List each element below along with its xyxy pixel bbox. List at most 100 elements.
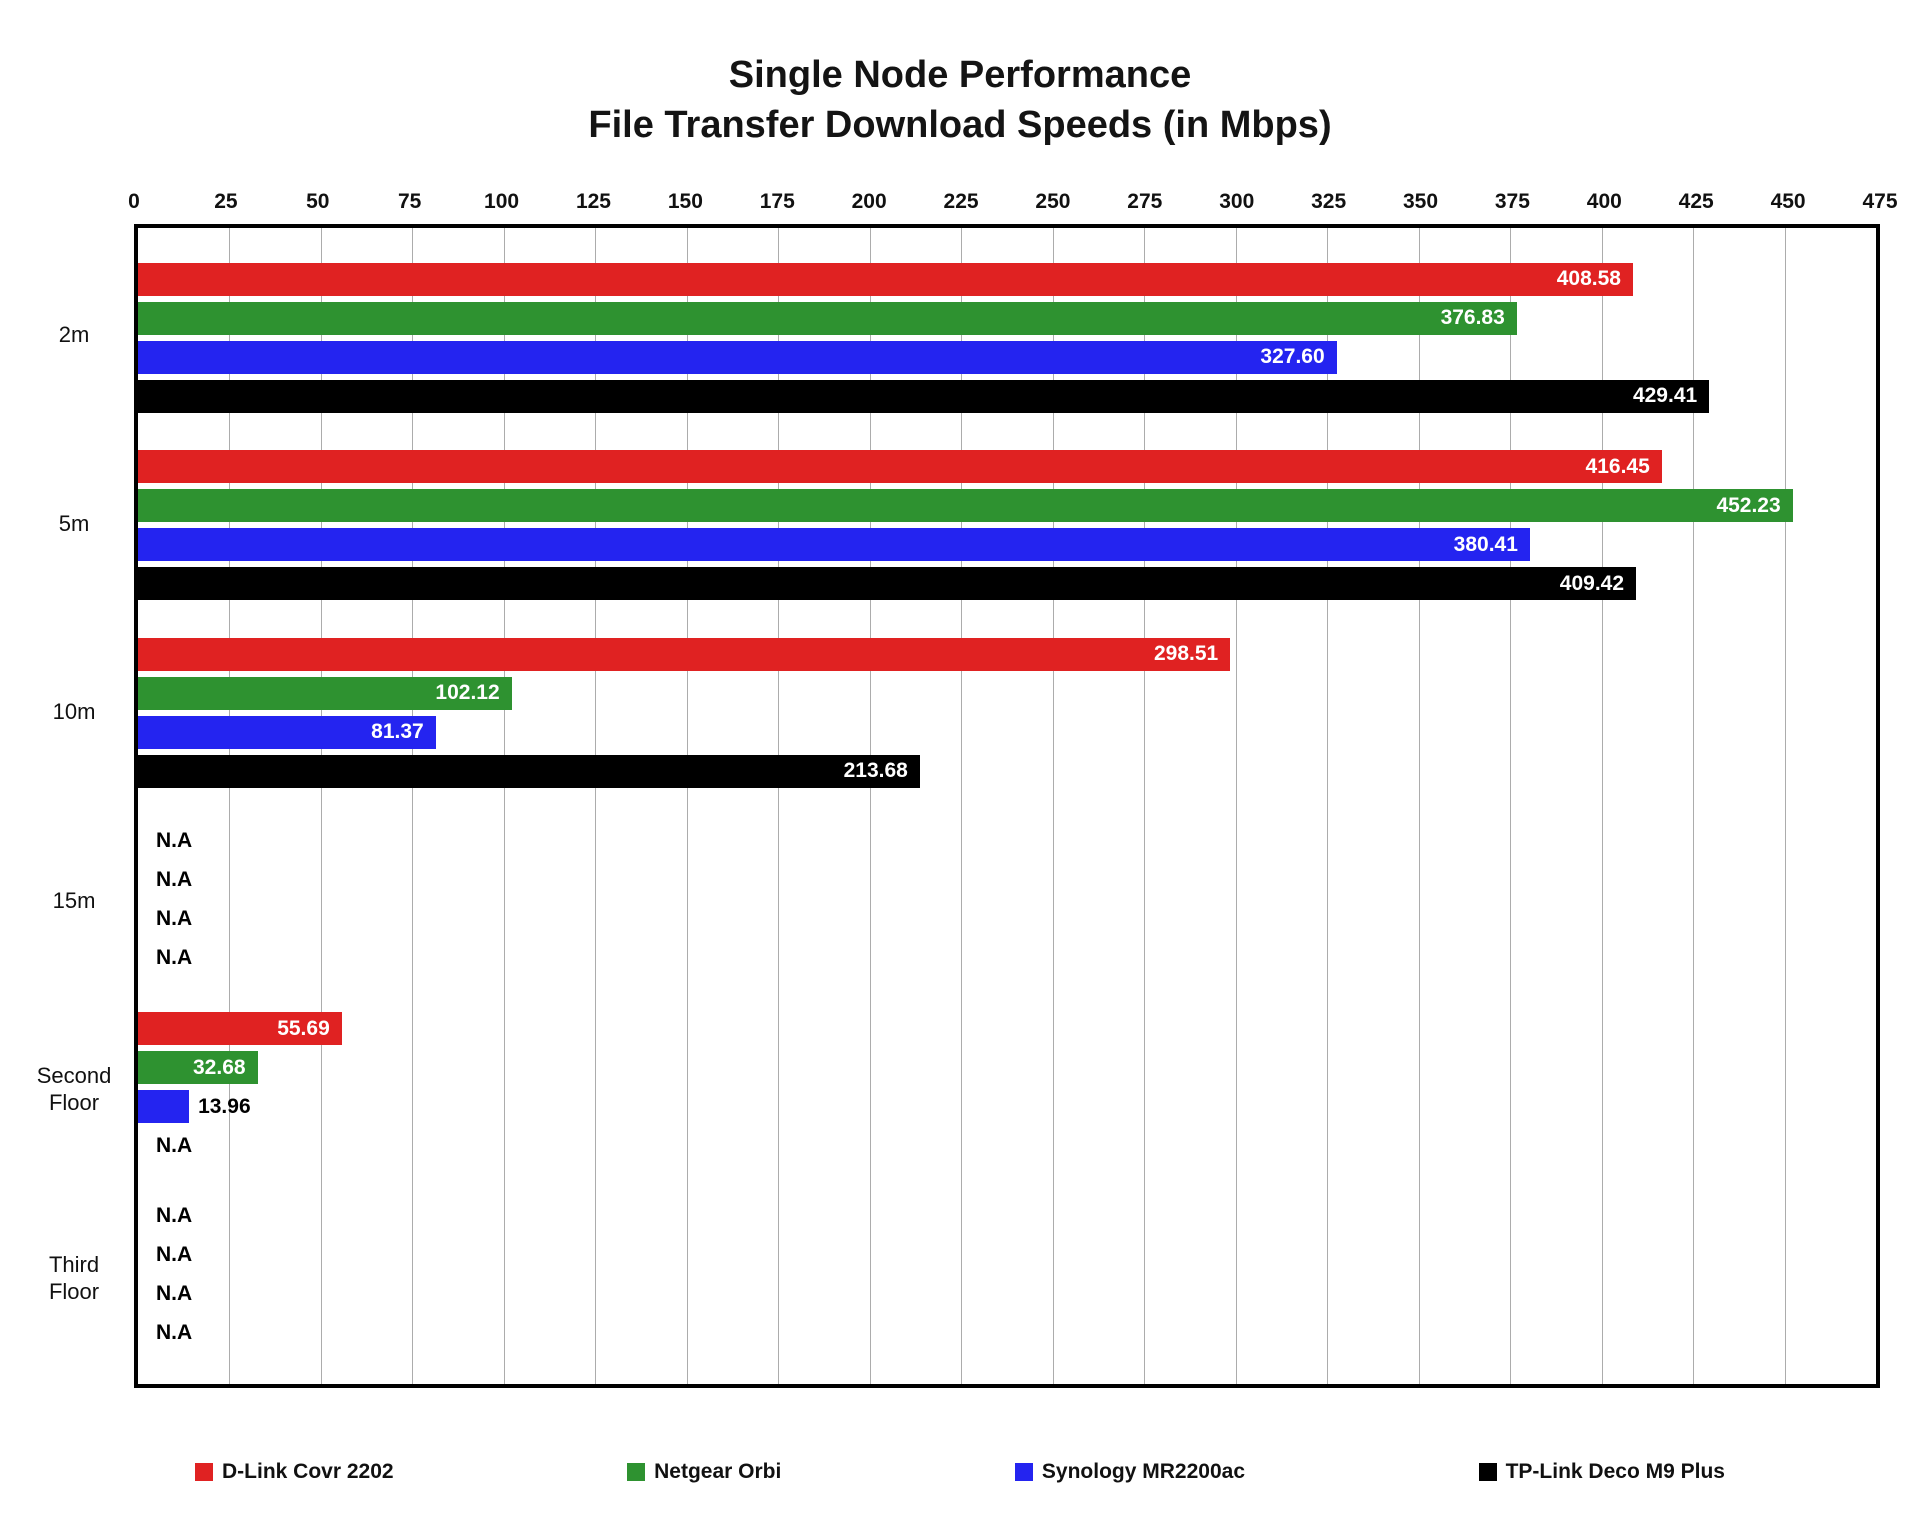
- bar-synology-mr2200ac: 81.37: [138, 715, 436, 749]
- bar-value-label: 81.37: [371, 720, 424, 744]
- category-label-10m: 10m: [14, 618, 134, 807]
- x-tick-label-175: 175: [759, 190, 795, 214]
- legend-label: Synology MR2200ac: [1041, 1460, 1246, 1484]
- x-tick-label-150: 150: [667, 190, 703, 214]
- legend: D-Link Covr 2202 Netgear Orbi Synology MR2…: [0, 1460, 1920, 1484]
- x-tick-label-75: 75: [397, 190, 422, 214]
- x-tick-label-400: 400: [1586, 190, 1622, 214]
- bar-row-5m-netgear-orbi: 452.23: [138, 489, 1876, 523]
- chart-title-block: Single Node Performance File Transfer Do…: [0, 50, 1920, 150]
- bar-tp-link-deco-m9-plus: 213.68: [138, 754, 920, 788]
- bar-row-second-floor-d-link-covr-2202: 55.69: [138, 1012, 1876, 1046]
- x-tick-label-50: 50: [306, 190, 330, 214]
- gridline-200: [869, 228, 871, 1385]
- bar-row-third-floor-tp-link-deco-m9-plus: N.A: [138, 1317, 1876, 1350]
- x-tick-label-125: 125: [575, 190, 611, 214]
- bar-row-10m-synology-mr2200ac: 81.37: [138, 715, 1876, 749]
- legend-label: Netgear Orbi: [654, 1460, 782, 1484]
- bar-group-third-floor: N.A N.A N.A N.A: [138, 1181, 1876, 1368]
- legend-swatch-icon: [1478, 1463, 1497, 1482]
- gridline-100: [503, 228, 505, 1385]
- bar-netgear-orbi: 102.12: [138, 676, 512, 710]
- category-axis: 2m 5m 10m 15m Second Floor Third Floor: [14, 224, 134, 1388]
- gridline-150: [686, 228, 688, 1385]
- x-axis: 0 25 50 75 100 125 150 175 200 225 250 275 300 325 350…: [128, 166, 1897, 224]
- x-tick-label-375: 375: [1494, 190, 1530, 214]
- bar-d-link-covr-2202: 55.69: [138, 1012, 342, 1046]
- gridline-225: [961, 228, 963, 1385]
- bar-value-label: 298.51: [1153, 642, 1219, 666]
- chart-title: Single Node Performance: [728, 54, 1192, 96]
- category-label-text: 5m: [58, 510, 90, 536]
- legend-swatch-icon: [195, 1463, 213, 1482]
- bar-group-15m: N.A N.A N.A N.A: [138, 806, 1876, 993]
- gridline-400: [1601, 228, 1603, 1385]
- bar-row-10m-netgear-orbi: 102.12: [138, 676, 1876, 710]
- na-value-label: N.A: [156, 1243, 193, 1267]
- x-tick-label-200: 200: [851, 190, 887, 214]
- legend-swatch-icon: [1014, 1463, 1033, 1482]
- na-value-label: N.A: [156, 829, 193, 853]
- bar-group-2m: 408.58 376.83 327.60 429.41: [138, 244, 1876, 431]
- bar-value-label: 408.58: [1556, 267, 1621, 291]
- chart-area: 0 25 50 75 100 125 150 175 200 225 250 275 300 325 350…: [14, 166, 1920, 1389]
- legend-item-d-link-covr-2202: D-Link Covr 2202: [195, 1460, 394, 1484]
- na-value-label: N.A: [156, 1133, 193, 1157]
- gridline-325: [1327, 228, 1329, 1385]
- x-tick-label-225: 225: [943, 190, 979, 214]
- gridline-75: [412, 228, 414, 1385]
- bar-netgear-orbi: 452.23: [138, 489, 1793, 523]
- gridline-25: [229, 228, 231, 1385]
- gridline-275: [1144, 228, 1146, 1385]
- legend-swatch-icon: [627, 1463, 646, 1482]
- bar-value-label: 327.60: [1260, 345, 1325, 369]
- na-value-label: N.A: [156, 907, 193, 931]
- x-tick-label-100: 100: [484, 190, 520, 214]
- x-tick-label-0: 0: [128, 190, 140, 214]
- legend-item-tp-link-deco-m9-plus: TP-Link Deco M9 Plus: [1478, 1460, 1725, 1484]
- legend-label: TP-Link Deco M9 Plus: [1505, 1460, 1725, 1484]
- bar-row-second-floor-netgear-orbi: 32.68: [138, 1051, 1876, 1085]
- category-label-second-floor: Second Floor: [14, 995, 134, 1184]
- bar-value-label: 32.68: [193, 1055, 246, 1079]
- bar-netgear-orbi: 376.83: [138, 301, 1517, 335]
- bar-row-second-floor-synology-mr2200ac: 13.96: [138, 1090, 1876, 1124]
- legend-item-netgear-orbi: Netgear Orbi: [627, 1460, 781, 1484]
- bar-value-label: 409.42: [1559, 571, 1625, 595]
- bar-row-5m-synology-mr2200ac: 380.41: [138, 528, 1876, 562]
- bar-group-second-floor: 55.69 32.68 13.96 N.A: [138, 994, 1876, 1181]
- x-tick-label-425: 425: [1678, 190, 1714, 214]
- bar-d-link-covr-2202: 416.45: [138, 450, 1662, 484]
- legend-item-synology-mr2200ac: Synology MR2200ac: [1014, 1460, 1246, 1484]
- na-value-label: N.A: [156, 1321, 193, 1345]
- bar-synology-mr2200ac: 380.41: [138, 528, 1530, 562]
- bar-row-third-floor-synology-mr2200ac: N.A: [138, 1278, 1876, 1311]
- bar-tp-link-deco-m9-plus: 409.42: [138, 567, 1637, 601]
- category-label-text: 10m: [52, 699, 96, 725]
- bar-synology-mr2200ac: [138, 1090, 190, 1124]
- na-value-label: N.A: [156, 868, 193, 892]
- gridline-375: [1510, 228, 1512, 1385]
- bar-value-label: 55.69: [277, 1016, 330, 1040]
- bar-value-label: 213.68: [843, 759, 908, 783]
- bar-value-label: 102.12: [435, 681, 500, 705]
- gridline-450: [1784, 228, 1786, 1385]
- category-label-third-floor: Third Floor: [14, 1184, 134, 1373]
- x-tick-label-325: 325: [1311, 190, 1347, 214]
- category-label-text: 2m: [58, 321, 90, 347]
- gridline-350: [1418, 228, 1420, 1385]
- bar-row-third-floor-d-link-covr-2202: N.A: [138, 1200, 1876, 1233]
- gridline-50: [320, 228, 322, 1385]
- x-tick-label-475: 475: [1862, 190, 1898, 214]
- bar-row-5m-d-link-covr-2202: 416.45: [138, 450, 1876, 484]
- gridline-425: [1693, 228, 1695, 1385]
- bar-row-15m-synology-mr2200ac: N.A: [138, 903, 1876, 936]
- category-label-text: Third Floor: [48, 1251, 100, 1305]
- na-value-label: N.A: [156, 1204, 193, 1228]
- category-label-text: Second Floor: [36, 1062, 112, 1116]
- bar-netgear-orbi: 32.68: [138, 1051, 258, 1085]
- legend-label: D-Link Covr 2202: [222, 1460, 394, 1484]
- na-value-label: N.A: [156, 946, 193, 970]
- bar-value-label: 429.41: [1632, 384, 1698, 408]
